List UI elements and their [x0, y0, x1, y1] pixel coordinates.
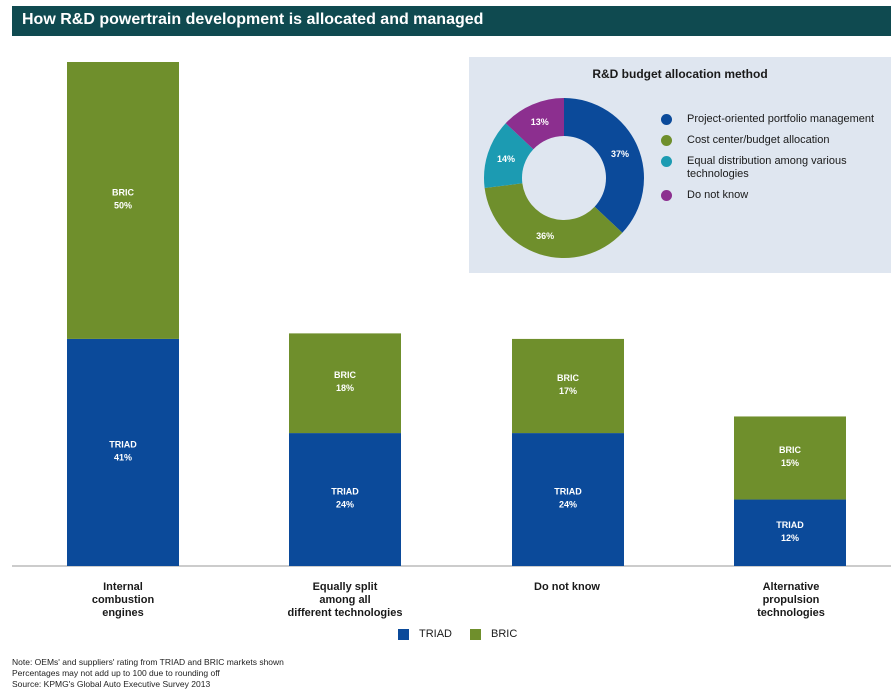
legend-dot-icon: [661, 135, 672, 146]
legend-swatch-triad: [398, 628, 409, 640]
donut-legend-item: Cost center/budget allocation: [659, 134, 889, 147]
footnote-line: Note: OEMs' and suppliers' rating from T…: [12, 657, 284, 667]
bar-segment-bric: [289, 333, 401, 434]
category-label-equally-split: Equally split among all different techno…: [287, 581, 403, 619]
donut-slice: [505, 98, 564, 150]
bar-value-label: 41%: [114, 452, 132, 462]
donut-legend-label: Equal distribution among various technol…: [687, 155, 847, 180]
legend-label-triad: TRIAD: [419, 628, 452, 640]
bar-value-label: 18%: [336, 383, 354, 393]
bar-series-label: TRIAD: [554, 487, 582, 497]
bar-series-label: TRIAD: [331, 487, 359, 497]
bar-series-label: TRIAD: [776, 520, 804, 530]
donut-value-label: 13%: [531, 117, 549, 127]
bar-value-label: 50%: [114, 200, 132, 210]
donut-legend-item: Project-oriented portfolio management: [659, 113, 889, 126]
legend-bric: BRIC: [470, 628, 517, 640]
legend-dot-icon: [661, 156, 672, 167]
legend-label-bric: BRIC: [491, 628, 518, 640]
donut-legend-label: Do not know: [687, 189, 749, 201]
donut-legend-label: Cost center/budget allocation: [687, 134, 830, 146]
donut-legend-item: Equal distribution among various technol…: [659, 155, 889, 181]
donut-chart: 37% 36% 14% 13%: [484, 98, 644, 258]
bar-series-label: TRIAD: [109, 439, 137, 449]
donut-legend: Project-oriented portfolio management Co…: [659, 113, 889, 210]
bar-series-label: BRIC: [334, 370, 356, 380]
donut-slice: [564, 98, 644, 233]
footnote-line: Source: KPMG's Global Auto Executive Sur…: [12, 679, 211, 689]
category-label-do-not-know: Do not know: [534, 581, 600, 593]
legend-dot-icon: [661, 114, 672, 125]
donut-legend-item: Do not know: [659, 189, 889, 202]
bar-series-label: BRIC: [779, 445, 801, 455]
bar-segment-triad: [512, 433, 624, 566]
bar-value-label: 24%: [336, 500, 354, 510]
bar-value-label: 17%: [559, 386, 577, 396]
bar-segment-triad: [289, 433, 401, 566]
donut-legend-label: Project-oriented portfolio management: [687, 113, 875, 125]
donut-slice: [484, 123, 534, 189]
donut-value-label: 37%: [611, 149, 629, 159]
budget-allocation-panel: 37% 36% 14% 13% R&D budget allocation metho…: [469, 57, 891, 273]
header-bar: How R&D powertrain development is alloca…: [12, 6, 891, 36]
bar-segment-bric: [67, 62, 179, 339]
bar-segment-bric: [734, 416, 846, 500]
bar-segment-triad: [734, 499, 846, 566]
donut-title: R&D budget allocation method: [592, 67, 768, 81]
page-title: How R&D powertrain development is alloca…: [22, 11, 484, 28]
donut-value-label: 14%: [497, 154, 515, 164]
bar-value-label: 12%: [781, 533, 799, 543]
category-label-ice: Internal combustion engines: [91, 581, 155, 619]
donut-value-label: 36%: [536, 231, 554, 241]
legend-triad: TRIAD: [398, 628, 452, 640]
footnotes: Note: OEMs' and suppliers' rating from T…: [12, 657, 284, 690]
donut-slice: [484, 183, 623, 258]
category-label-alternative: Alternative propulsion technologies: [757, 581, 825, 619]
bar-segment-triad: [67, 338, 179, 566]
bar-series-label: BRIC: [112, 187, 134, 197]
legend-swatch-bric: [470, 628, 481, 640]
bar-value-label: 24%: [559, 500, 577, 510]
bar-segment-bric: [512, 338, 624, 434]
footnote-line: Percentages may not add up to 100 due to…: [12, 668, 220, 678]
bar-value-label: 15%: [781, 458, 799, 468]
legend-dot-icon: [661, 190, 672, 201]
bar-series-label: BRIC: [557, 373, 579, 383]
